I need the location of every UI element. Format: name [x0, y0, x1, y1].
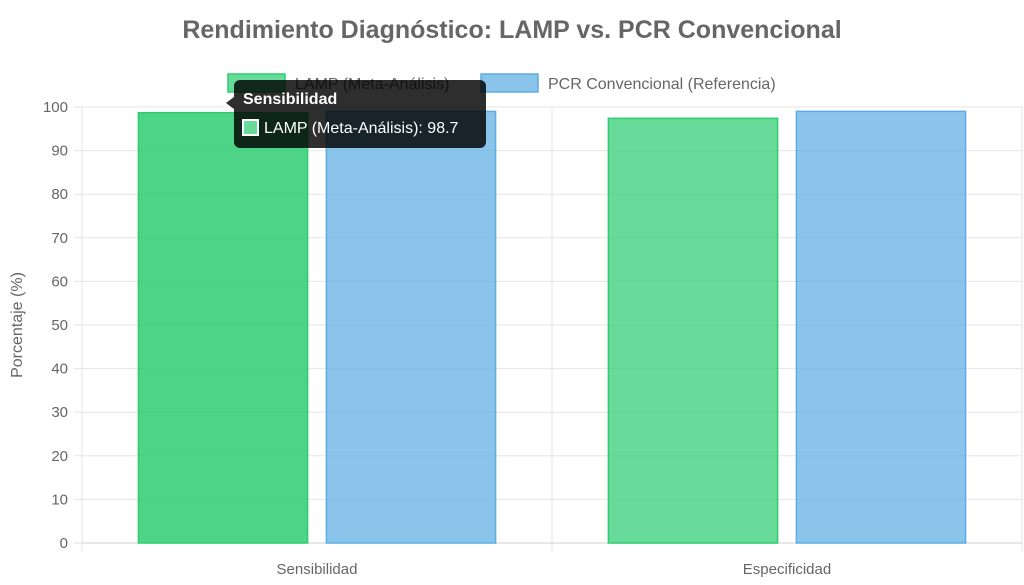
bar-pcr-especificidad[interactable]: [795, 110, 967, 544]
y-tick-label: 10: [51, 491, 68, 508]
y-tick-label: 100: [43, 99, 68, 116]
bar-lamp-especificidad[interactable]: [607, 117, 779, 544]
y-axis-title: Porcentaje (%): [9, 272, 26, 378]
tooltip-swatch: [244, 121, 257, 134]
legend-label: PCR Convencional (Referencia): [548, 76, 776, 93]
y-tick-label: 60: [51, 273, 68, 290]
tooltip-title: Sensibilidad: [243, 91, 337, 108]
bars[interactable]: [137, 110, 967, 544]
x-tick-label: Especificidad: [743, 561, 831, 578]
bar-pcr-sensibilidad[interactable]: [325, 110, 497, 544]
x-tick-label: Sensibilidad: [277, 561, 358, 578]
tooltip: Sensibilidad LAMP (Meta-Análisis): 98.7: [226, 80, 486, 148]
y-tick-label: 20: [51, 448, 68, 465]
y-tick-label: 40: [51, 361, 68, 378]
legend-swatch: [480, 73, 539, 93]
legend-item-pcr[interactable]: PCR Convencional (Referencia): [480, 73, 776, 93]
y-axis-ticks: 0 10 20 30 40 50 60 70 80 90 100: [43, 99, 68, 552]
tooltip-label: LAMP (Meta-Análisis): 98.7: [264, 120, 459, 137]
bar-lamp-sensibilidad[interactable]: [137, 111, 309, 544]
y-tick-label: 80: [51, 186, 68, 203]
y-tick-label: 90: [51, 143, 68, 160]
chart-title: Rendimiento Diagnóstico: LAMP vs. PCR Co…: [182, 16, 841, 44]
y-tick-label: 70: [51, 230, 68, 247]
tooltip-box: [234, 80, 486, 148]
y-tick-label: 30: [51, 404, 68, 421]
y-tick-label: 50: [51, 317, 68, 334]
y-tick-label: 0: [60, 535, 68, 552]
tooltip-caret: [226, 97, 234, 109]
x-axis-ticks: Sensibilidad Especificidad: [277, 561, 832, 578]
